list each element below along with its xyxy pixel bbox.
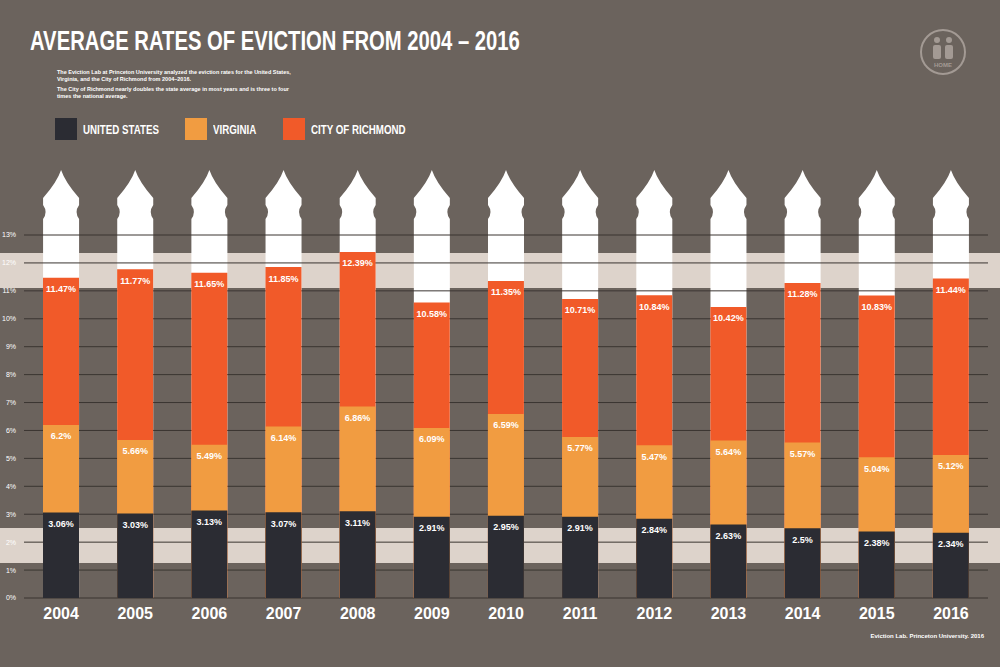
svg-text:11.47%: 11.47% — [46, 284, 76, 294]
svg-text:2004: 2004 — [43, 605, 79, 622]
svg-text:2.84%: 2.84% — [641, 525, 667, 535]
svg-text:13%: 13% — [8, 231, 16, 238]
svg-text:2008: 2008 — [340, 605, 376, 622]
svg-text:6%: 6% — [8, 427, 16, 434]
svg-text:2.34%: 2.34% — [938, 539, 964, 549]
svg-text:10%: 10% — [8, 315, 16, 322]
svg-text:3.03%: 3.03% — [122, 520, 148, 530]
svg-text:2.91%: 2.91% — [419, 523, 445, 533]
svg-text:5.77%: 5.77% — [567, 443, 593, 453]
svg-text:10.84%: 10.84% — [639, 302, 670, 312]
svg-text:2015: 2015 — [859, 605, 895, 622]
html-text:Eviction Lab. Princeton Univer: Eviction Lab. Princeton University. 2016 — [870, 633, 984, 639]
svg-text:12.39%: 12.39% — [342, 258, 373, 268]
svg-text:6.14%: 6.14% — [271, 433, 297, 443]
svg-text:2009: 2009 — [414, 605, 450, 622]
svg-text:5.57%: 5.57% — [790, 449, 816, 459]
svg-text:6.2%: 6.2% — [51, 431, 72, 441]
svg-text:5.64%: 5.64% — [716, 447, 742, 457]
svg-text:2012: 2012 — [637, 605, 673, 622]
svg-text:6.59%: 6.59% — [493, 420, 519, 430]
html-text:The Eviction Lab at Princeton: The Eviction Lab at Princeton University… — [57, 69, 291, 82]
svg-text:8%: 8% — [8, 371, 16, 378]
svg-text:11.28%: 11.28% — [788, 289, 818, 299]
svg-text:2.5%: 2.5% — [792, 535, 813, 545]
svg-text:2.38%: 2.38% — [864, 538, 890, 548]
svg-text:2005: 2005 — [117, 605, 153, 622]
svg-text:3.11%: 3.11% — [345, 518, 370, 528]
svg-text:11.77%: 11.77% — [120, 276, 150, 286]
svg-text:7%: 7% — [8, 399, 16, 406]
html-text:CITY OF RICHMOND: CITY OF RICHMOND — [311, 121, 406, 137]
svg-text:6.86%: 6.86% — [345, 413, 371, 423]
svg-text:5.04%: 5.04% — [864, 464, 890, 474]
svg-text:3.06%: 3.06% — [48, 519, 74, 529]
svg-text:2010: 2010 — [488, 605, 524, 622]
svg-text:2%: 2% — [8, 539, 16, 546]
svg-text:12%: 12% — [8, 259, 16, 266]
svg-text:11.85%: 11.85% — [268, 274, 298, 284]
svg-text:2.95%: 2.95% — [493, 522, 519, 532]
svg-text:2011: 2011 — [563, 605, 598, 622]
html-text:The City of Richmond nearly do: The City of Richmond nearly doubles the … — [57, 86, 289, 99]
svg-text:0%: 0% — [8, 594, 16, 601]
svg-text:11%: 11% — [8, 287, 16, 294]
svg-text:2006: 2006 — [192, 605, 228, 622]
html-text:AVERAGE RATES OF EVICTION FROM: AVERAGE RATES OF EVICTION FROM 2004 – 20… — [30, 26, 520, 56]
svg-text:10.83%: 10.83% — [861, 302, 892, 312]
svg-text:3%: 3% — [8, 511, 16, 518]
svg-text:9%: 9% — [8, 343, 16, 350]
svg-text:4%: 4% — [8, 483, 16, 490]
svg-text:HOME: HOME — [934, 62, 952, 68]
svg-text:10.71%: 10.71% — [565, 305, 596, 315]
html-text:VIRGINIA: VIRGINIA — [213, 121, 257, 137]
svg-text:5.49%: 5.49% — [197, 451, 223, 461]
svg-text:11.35%: 11.35% — [491, 287, 521, 297]
svg-text:2007: 2007 — [266, 605, 302, 622]
svg-text:10.42%: 10.42% — [713, 313, 744, 323]
svg-text:2.91%: 2.91% — [567, 523, 593, 533]
svg-text:3.13%: 3.13% — [197, 517, 223, 527]
svg-text:5.12%: 5.12% — [938, 461, 964, 471]
svg-text:1%: 1% — [8, 567, 16, 574]
svg-text:2.63%: 2.63% — [716, 531, 742, 541]
html-text:UNITED STATES: UNITED STATES — [83, 121, 159, 137]
svg-text:5.47%: 5.47% — [641, 452, 667, 462]
svg-text:5%: 5% — [8, 455, 16, 462]
svg-text:2016: 2016 — [933, 605, 969, 622]
svg-text:2013: 2013 — [711, 605, 747, 622]
svg-text:3.07%: 3.07% — [271, 519, 297, 529]
svg-text:6.09%: 6.09% — [419, 434, 445, 444]
svg-text:2014: 2014 — [785, 605, 821, 622]
svg-text:10.58%: 10.58% — [417, 309, 448, 319]
svg-text:5.66%: 5.66% — [122, 446, 148, 456]
svg-text:11.44%: 11.44% — [936, 285, 966, 295]
svg-text:11.65%: 11.65% — [194, 279, 224, 289]
